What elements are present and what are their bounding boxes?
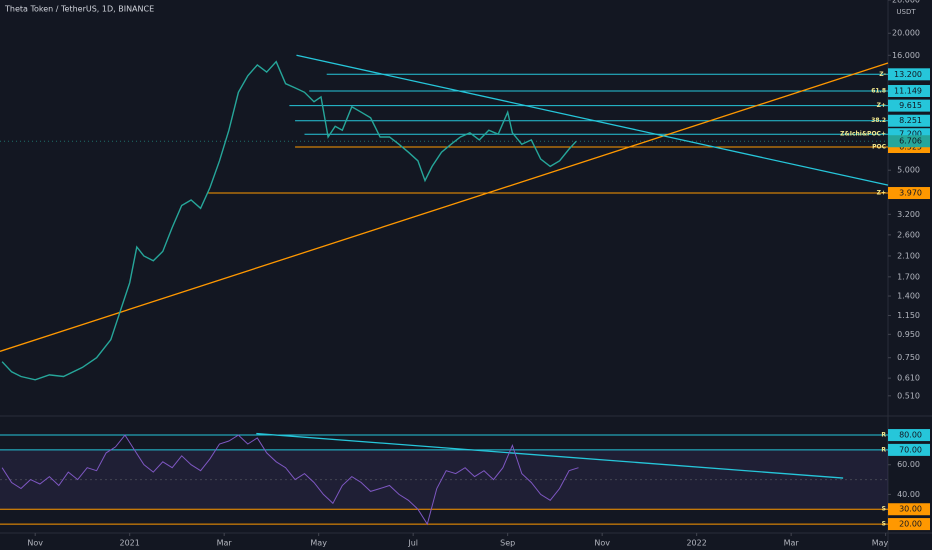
x-tick-label: Nov [594,539,610,548]
level-name: Z+ [877,102,886,109]
level-name: Z- [879,71,886,78]
level-label: 11.149 [894,86,922,95]
level-name: R [881,446,886,453]
level-name: Z+ [877,190,886,197]
x-tick-label: Mar [784,539,800,548]
level-box [888,114,930,127]
y-tick-label: 1.700 [897,272,920,281]
level-label: 9.615 [899,101,922,110]
y-tick-label: 5.000 [897,166,920,175]
y-tick-label: 3.200 [897,210,920,219]
series-line [1,434,579,526]
level-label: 7.200 [899,130,922,139]
y-tick-label: 1.150 [897,311,920,320]
last-price-label: 6.706 [899,137,922,146]
level-label: 3.970 [899,189,922,198]
level-box [888,443,930,456]
x-tick-label: 2022 [686,539,706,548]
level-name: POC [872,144,886,151]
level-label: 80.00 [899,431,922,440]
y-tick-label: 20.000 [892,29,920,38]
y-tick-label: 2.100 [897,251,920,260]
level-box [888,503,930,516]
level-label: 8.251 [899,116,922,125]
rsi-band [0,449,888,510]
level-box [888,99,930,112]
y-tick-label: 60.00 [897,460,920,469]
level-label: 20.00 [899,520,922,529]
y-unit: USDT [896,8,916,16]
y-tick-label: 0.950 [897,330,920,339]
y-tick-label: 16.000 [892,51,920,60]
series-line [1,60,577,381]
y-tick-label: 28.000 [892,0,920,5]
y-tick-label: 0.750 [897,353,920,362]
level-label: 30.00 [899,505,922,514]
trend-line [256,432,844,479]
trend-line [0,62,889,352]
x-tick-label: May [310,539,327,548]
y-tick-label: 40.00 [897,490,920,499]
level-name: 38.2 [871,117,886,124]
level-label: 70.00 [899,445,922,454]
y-tick-label: 0.610 [897,374,920,383]
level-label: 13.200 [894,70,922,79]
level-name: S [882,506,886,513]
level-name: R [881,432,886,439]
level-name: 61.8 [871,87,886,94]
last-price-box [888,135,930,148]
level-box [888,84,930,97]
x-tick-label: Jul [407,539,418,548]
level-box [888,68,930,81]
chart-title: Theta Token / TetherUS, 1D, BINANCE [4,5,154,14]
x-tick-label: May [872,539,889,548]
x-tick-label: 2021 [120,539,140,548]
x-tick-label: Sep [500,539,515,548]
x-tick-label: Nov [27,539,43,548]
y-tick-label: 0.510 [897,391,920,400]
level-name: S [882,521,886,528]
y-tick-label: 1.400 [897,292,920,301]
x-tick-label: Mar [217,539,233,548]
level-box [888,518,930,531]
y-tick-label: 2.600 [897,230,920,239]
level-box [888,187,930,200]
level-box [888,429,930,442]
trend-line [296,54,889,186]
level-name: Z&Ichi&POC+ [840,131,886,138]
